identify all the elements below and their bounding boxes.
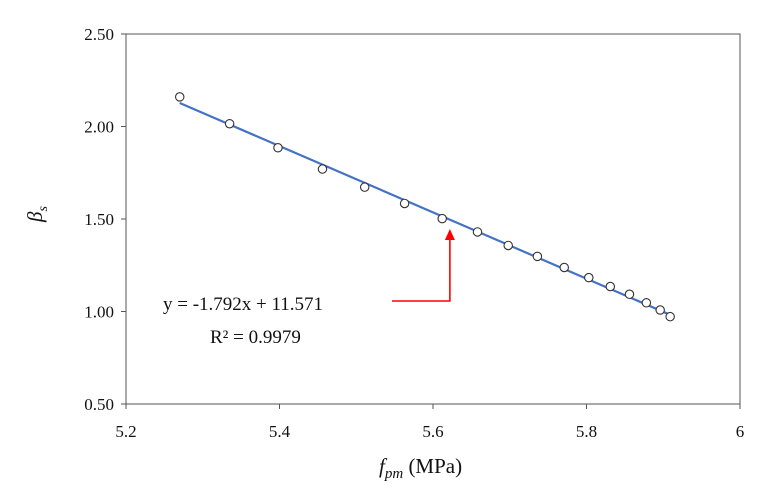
equation-label: y = -1.792x + 11.571: [163, 294, 323, 315]
y-tick-label: 2.50: [84, 25, 114, 44]
arrow-line: [392, 239, 451, 302]
y-axis-label: βs: [23, 206, 51, 223]
x-axis-label-sub: pm: [384, 466, 404, 482]
data-point: [624, 289, 635, 300]
data-point: [641, 298, 652, 308]
data-point: [472, 227, 483, 237]
data-point: [399, 198, 410, 209]
r-squared-label: R² = 0.9979: [210, 327, 301, 348]
data-point: [559, 262, 569, 273]
y-tick-label: 1.00: [84, 303, 114, 322]
data-point: [174, 92, 185, 102]
data-point: [437, 213, 447, 224]
data-point: [665, 311, 675, 322]
y-tick-label: 2.00: [84, 118, 114, 137]
x-axis-label: fpm (MPa): [379, 454, 462, 482]
y-axis-label-sub: s: [36, 206, 51, 212]
x-tick-label: 6: [736, 422, 745, 441]
x-tick-label: 5.4: [269, 422, 291, 441]
plot-area: [125, 33, 741, 405]
data-point: [584, 272, 594, 283]
data-point: [317, 164, 328, 174]
data-point: [224, 118, 235, 129]
x-axis-label-main: f: [379, 454, 388, 478]
data-point: [532, 251, 543, 262]
data-point: [655, 305, 665, 315]
x-axis-label-unit: (MPa): [403, 454, 462, 478]
data-point: [605, 281, 616, 292]
y-axis-ticks: 0.50 1.00 1.50 2.00 2.50: [84, 25, 126, 414]
data-point: [273, 143, 283, 153]
y-tick-label: 1.50: [84, 210, 114, 229]
trendline: [179, 101, 671, 316]
data-point: [359, 182, 370, 192]
x-tick-label: 5.8: [576, 422, 597, 441]
y-tick-label: 0.50: [84, 395, 114, 414]
arrow-head-icon: [444, 229, 455, 240]
x-axis-ticks: 5.2 5.4 5.6 5.8 6: [115, 404, 744, 441]
data-point: [503, 240, 513, 251]
annotation: y = -1.792x + 11.571 R² = 0.9979: [163, 229, 455, 348]
data-series: [174, 92, 675, 322]
x-tick-label: 5.6: [422, 422, 443, 441]
y-axis-label-main: β: [23, 211, 47, 223]
x-tick-label: 5.2: [115, 422, 136, 441]
